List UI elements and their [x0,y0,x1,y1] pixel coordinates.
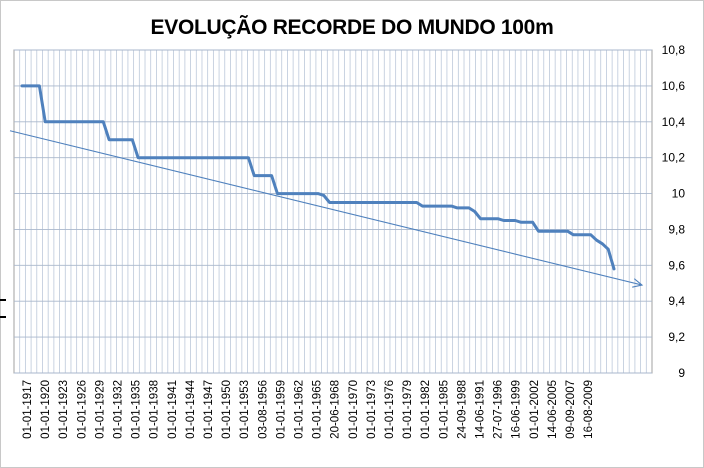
x-tick-label: 16-06-1999 [511,380,523,439]
x-tick-label: 01-01-1970 [348,380,360,439]
x-tick-label: 20-06-1968 [330,380,342,439]
y-tick-label: 10,4 [662,115,686,129]
x-tick-label: 01-01-1935 [131,380,143,439]
x-tick-label: 01-01-1976 [384,380,396,439]
series-group [20,84,616,271]
y-tick-label: 9,4 [668,294,685,308]
x-tick-label: 01-01-1920 [40,380,52,439]
y-tick-label: 10,8 [662,43,686,57]
y-tick-label: 10,6 [662,79,686,93]
x-tick-label: 14-06-2005 [547,380,559,439]
vertical-gridlines [19,50,647,373]
x-tick-label: 01-01-1932 [113,380,125,439]
trendline [9,130,644,288]
x-tick-label: 01-01-1944 [185,379,197,438]
x-tick-label: 01-01-1917 [22,380,34,439]
x-tick-label: 01-01-1950 [221,380,233,439]
x-tick-label: 27-07-1996 [493,380,505,439]
y-tick-label: 9,6 [668,258,685,272]
x-tick-label: 01-01-1979 [402,380,414,439]
series-line [20,84,616,271]
x-tick-label: 01-01-1973 [366,380,378,439]
chart-title: EVOLUÇÃO RECORDE DO MUNDO 100m [150,16,554,39]
trendline-line [9,130,643,286]
x-tick-label: 03-08-1956 [257,380,269,439]
x-tick-label: 01-01-1965 [312,380,324,439]
x-tick-label: 01-01-1962 [294,380,306,439]
y-tick-label: 10,2 [662,151,686,165]
x-tick-label: 01-01-1959 [275,380,287,439]
x-tick-label: 01-01-1985 [438,380,450,439]
x-tick-label: 01-01-1926 [76,380,88,439]
x-tick-label: 01-01-1982 [420,380,432,439]
y-tick-label: 9,2 [668,330,685,344]
edge-marks [0,299,6,318]
x-tick-label: 01-01-2002 [529,380,541,439]
y-tick-label: 9,8 [668,222,685,236]
x-tick-label: 01-01-1947 [203,380,215,439]
x-axis-tick-labels: 01-01-1917 01-01-1920 01-01-1923 01-01-1926… [22,379,595,438]
x-tick-label: 16-08-2009 [583,380,595,439]
x-tick-label: 01-01-1923 [58,380,70,439]
x-tick-label: 01-01-1953 [239,380,251,439]
y-tick-label: 10 [672,187,686,201]
x-tick-label: 01-01-1929 [94,380,106,439]
horizontal-gridlines [14,49,652,374]
x-tick-label: 01-01-1941 [167,380,179,439]
x-tick-label: 01-01-1938 [149,380,161,439]
x-tick-label: 14-06-1991 [475,380,487,439]
x-tick-label: 09-09-2007 [565,380,577,439]
x-tick-label: 24-09-1988 [456,380,468,439]
trendline-arrowhead [632,278,644,288]
y-tick-label: 9 [678,366,685,380]
y-axis-tick-labels: 9 9,2 9,4 9,6 9,8 10 10,2 10,4 10,6 10,8 [662,43,686,380]
